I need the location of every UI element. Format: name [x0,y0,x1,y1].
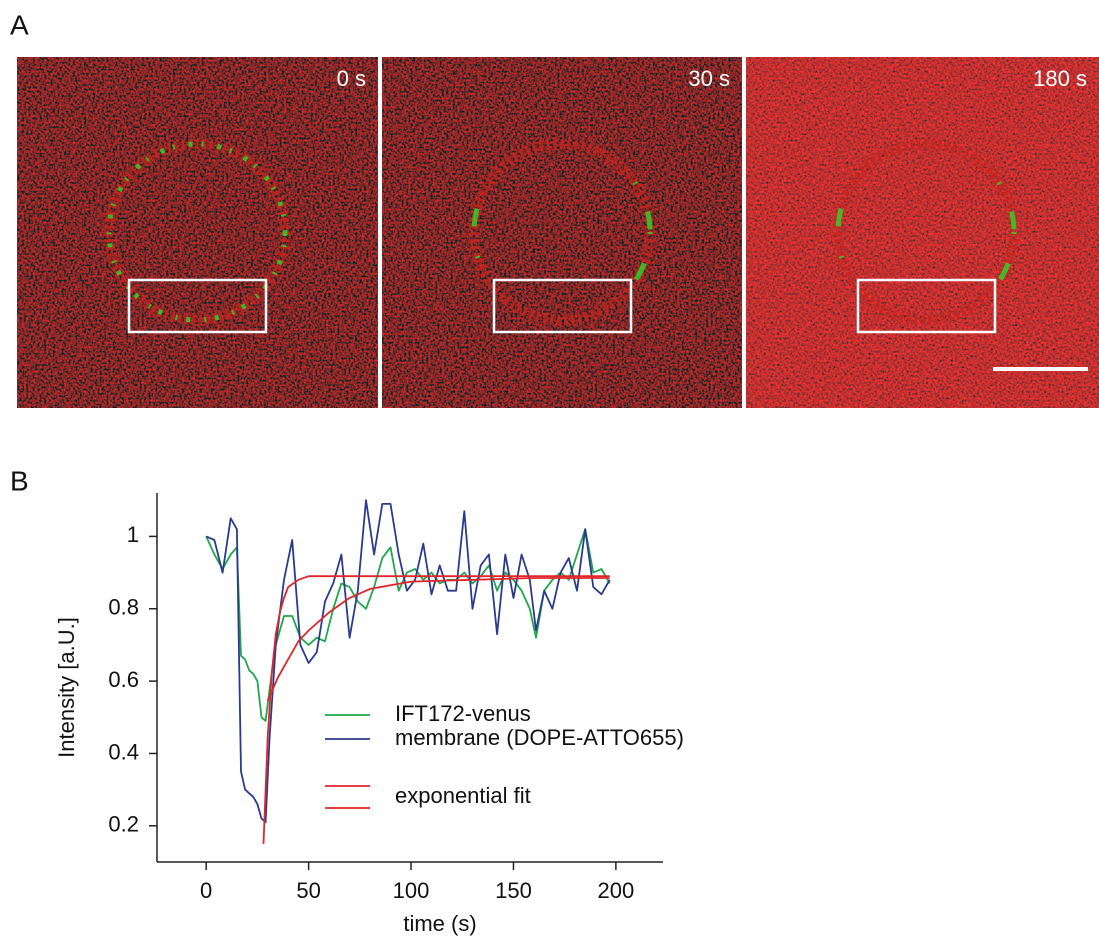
image-noise [17,57,378,408]
x-tick-label: 0 [200,878,212,903]
y-tick-label: 1 [127,522,139,547]
series-line [205,499,611,824]
image-noise [746,57,1099,408]
vesicle-green [835,141,1017,323]
x-tick-label: 200 [598,878,635,903]
legend-label: membrane (DOPE-ATTO655) [395,725,684,750]
x-tick-label: 50 [296,878,320,903]
micrograph: 0 s [17,57,378,408]
x-axis-label: time (s) [403,911,476,936]
time-label: 30 s [688,66,730,91]
roi-box [492,278,633,334]
series-line [205,528,611,722]
vesicle-green [471,141,653,323]
time-label: 0 s [337,66,366,91]
chart: 0.2 0.4 0.6 0.8 1 0 50 100 150 200 time (s) Intensi… [54,493,684,936]
panel-label: A [10,9,29,40]
roi-box [127,278,268,334]
legend-label: IFT172-venus [395,701,531,726]
y-tick-label: 0.8 [108,595,139,620]
roi-box [856,278,997,334]
micrograph: 30 s [382,57,742,408]
y-tick-label: 0.2 [108,812,139,837]
x-tick-label: 150 [495,878,532,903]
time-label: 180 s [1033,66,1087,91]
image-noise [382,57,742,408]
micrograph: 180 s [746,57,1099,408]
vesicle-green [106,141,288,323]
x-tick-label: 100 [393,878,430,903]
panel-label: B [10,465,29,496]
image-row: 0 s 30 s 180 s [17,57,1099,408]
series-line [266,577,610,702]
y-axis-label: Intensity [a.U.] [54,617,79,758]
y-tick-label: 0.6 [108,667,139,692]
y-tick-label: 0.4 [108,739,139,764]
legend-label: exponential fit [395,783,531,808]
